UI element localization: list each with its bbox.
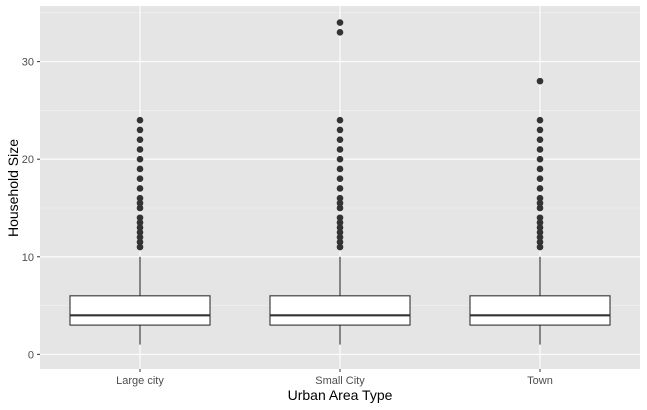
outlier-point	[136, 194, 144, 202]
outlier-point	[536, 116, 544, 124]
outlier-point	[536, 204, 544, 212]
outlier-point	[136, 224, 144, 231]
outlier-point	[136, 229, 144, 236]
outlier-point	[136, 165, 144, 173]
outlier-point	[136, 233, 144, 241]
outlier-point	[536, 219, 544, 226]
outlier-point	[336, 238, 344, 246]
outlier-point	[336, 233, 344, 241]
x-tick-label: Large city	[116, 375, 164, 387]
outlier-point	[336, 224, 344, 231]
outlier-point	[536, 224, 544, 231]
y-tick-label: 10	[22, 252, 34, 264]
boxes	[69, 19, 611, 345]
outlier-point	[536, 185, 544, 192]
outlier-point	[136, 199, 144, 207]
outlier-point	[336, 155, 344, 163]
box-group	[269, 19, 411, 345]
outlier-point	[536, 146, 544, 153]
outlier-point	[336, 146, 344, 153]
outlier-point	[336, 204, 344, 212]
outlier-point	[336, 29, 344, 36]
box-group	[69, 116, 211, 345]
outlier-point	[336, 185, 344, 192]
y-tick-label: 20	[22, 154, 34, 166]
outlier-point	[336, 126, 344, 134]
outlier-point	[336, 214, 344, 222]
outlier-point	[336, 199, 344, 207]
outlier-point	[336, 243, 344, 251]
x-axis-title: Urban Area Type	[288, 387, 393, 403]
outlier-point	[536, 155, 544, 163]
outlier-point	[336, 165, 344, 173]
outlier-point	[536, 233, 544, 241]
box-iqr	[269, 295, 411, 326]
outlier-point	[536, 175, 544, 183]
outlier-point	[136, 116, 144, 124]
outlier-point	[136, 204, 144, 212]
outlier-point	[336, 175, 344, 183]
outlier-point	[536, 165, 544, 173]
outlier-point	[336, 229, 344, 236]
outlier-point	[336, 219, 344, 226]
y-axis: 0 10 20 30	[22, 57, 40, 361]
y-axis-title: Household Size	[5, 139, 21, 237]
outlier-point	[336, 116, 344, 124]
outlier-point	[336, 136, 344, 143]
outlier-point	[136, 214, 144, 222]
outlier-point	[536, 214, 544, 222]
outlier-point	[536, 77, 544, 85]
outlier-point	[136, 175, 144, 183]
outlier-point	[536, 199, 544, 207]
outlier-point	[136, 243, 144, 251]
x-tick-label: Town	[527, 375, 553, 387]
outlier-point	[336, 194, 344, 202]
outlier-point	[536, 243, 544, 251]
outlier-point	[536, 136, 544, 143]
outlier-point	[136, 146, 144, 153]
outlier-point	[136, 155, 144, 163]
outlier-point	[136, 219, 144, 226]
x-tick-label: Small City	[315, 375, 365, 387]
y-tick-label: 30	[22, 57, 34, 69]
box-iqr	[469, 295, 611, 326]
y-tick-label: 0	[28, 349, 34, 361]
outlier-point	[536, 194, 544, 202]
box-group	[469, 77, 611, 345]
box-iqr	[69, 295, 211, 326]
outlier-point	[536, 229, 544, 236]
outlier-point	[536, 126, 544, 134]
outlier-point	[536, 238, 544, 246]
x-axis: Large city Small City Town	[116, 369, 553, 387]
outlier-point	[136, 185, 144, 192]
outlier-point	[136, 126, 144, 134]
outlier-point	[136, 238, 144, 246]
outlier-point	[136, 136, 144, 143]
outlier-point	[336, 19, 344, 26]
